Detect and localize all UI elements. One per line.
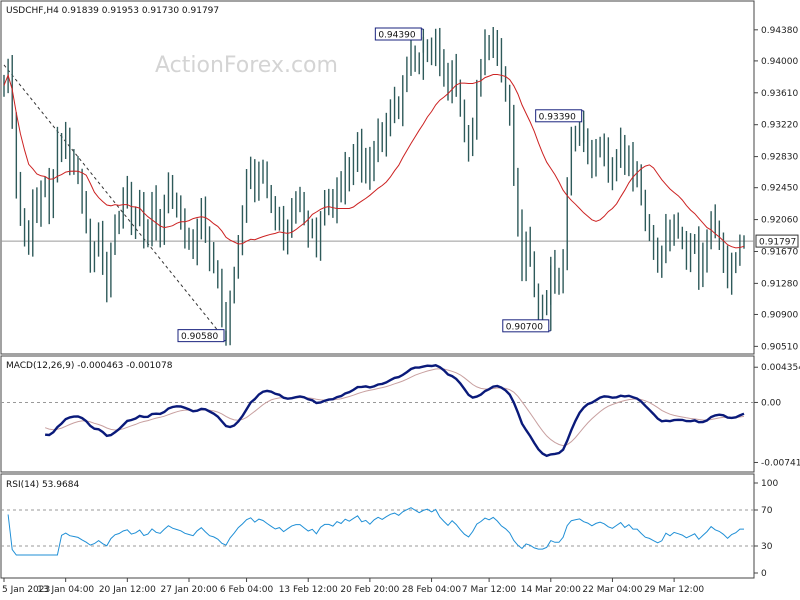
price-y-tick-label: 0.90900 bbox=[761, 310, 798, 320]
macd-y-tick-label: -0.007417 bbox=[761, 458, 800, 468]
x-tick-label: 13 Feb 12:00 bbox=[279, 585, 338, 595]
price-y-tick-label: 0.93610 bbox=[761, 89, 798, 99]
price-y-tick-label: 0.92060 bbox=[761, 216, 798, 226]
x-tick-label: 14 Mar 20:00 bbox=[521, 585, 581, 595]
macd-layer bbox=[1, 364, 754, 458]
price-annotation-box bbox=[374, 27, 422, 41]
macd-y-tick-label: 0.004354 bbox=[761, 363, 800, 373]
price-y-tick-label: 0.91280 bbox=[761, 279, 798, 289]
price-layer: 0.94390 0.93390 0.90580 0.90700 bbox=[1, 26, 754, 346]
moving-average-line bbox=[3, 73, 745, 249]
x-tick-label: 5 Jan 2023 bbox=[2, 585, 50, 595]
x-tick-label: 22 Mar 04:00 bbox=[582, 585, 642, 595]
price-y-tick-label: 0.93220 bbox=[761, 121, 798, 131]
macd-title: MACD(12,26,9) -0.000463 -0.001078 bbox=[6, 361, 173, 371]
price-annotation-label: 0.94390 bbox=[378, 30, 415, 40]
rsi-title: RSI(14) 53.9684 bbox=[6, 480, 79, 490]
current-price-label: 0.91797 bbox=[759, 238, 796, 248]
watermark: ActionForex.com bbox=[155, 53, 338, 78]
x-tick-label: 7 Mar 12:00 bbox=[462, 585, 517, 595]
x-tick-label: 6 Feb 04:00 bbox=[220, 585, 274, 595]
x-tick-label: 28 Feb 04:00 bbox=[402, 585, 461, 595]
x-tick-label: 27 Jan 20:00 bbox=[161, 585, 218, 595]
price-annotation-box bbox=[177, 329, 225, 343]
price-annotation-box bbox=[502, 319, 550, 333]
rsi-panel-frame bbox=[0, 473, 755, 579]
current-price-box bbox=[755, 234, 799, 248]
rsi-layer bbox=[1, 507, 754, 556]
price-y-tick-label: 0.90510 bbox=[761, 342, 798, 352]
rsi-y-tick-label: 100 bbox=[761, 479, 778, 489]
macd-main-line bbox=[45, 364, 745, 458]
price-y-tick-label: 0.94000 bbox=[761, 57, 798, 67]
macd-y-tick-label: 0.00 bbox=[761, 398, 781, 408]
price-y-tick-label: 0.92830 bbox=[761, 153, 798, 163]
macd-panel-frame bbox=[0, 355, 755, 473]
price-title: USDCHF,H4 0.91839 0.91953 0.91730 0.9179… bbox=[6, 6, 219, 16]
price-y-tick-label: 0.91670 bbox=[761, 247, 798, 257]
x-tick-label: 13 Jan 04:00 bbox=[37, 585, 94, 595]
macd-signal-line bbox=[44, 368, 745, 447]
trendline-dashed bbox=[3, 64, 227, 341]
price-annotation-label: 0.90700 bbox=[506, 322, 543, 332]
price-y-tick-label: 0.92450 bbox=[761, 184, 798, 194]
x-tick-label: 29 Mar 12:00 bbox=[644, 585, 704, 595]
rsi-line bbox=[7, 507, 744, 556]
rsi-y-tick-label: 0 bbox=[761, 569, 767, 579]
price-panel-frame bbox=[0, 0, 755, 355]
axis-layer: 0.94380 0.94000 0.93610 0.93220 0.92830 0.924… bbox=[2, 26, 800, 595]
price-y-tick-label: 0.94380 bbox=[761, 26, 798, 36]
x-tick-label: 20 Jan 12:00 bbox=[99, 585, 156, 595]
price-annotation-label: 0.93390 bbox=[539, 112, 576, 122]
price-annotation-label: 0.90580 bbox=[181, 332, 218, 342]
rsi-y-tick-label: 30 bbox=[761, 542, 773, 552]
price-annotation-box bbox=[535, 109, 583, 123]
x-tick-label: 20 Feb 20:00 bbox=[340, 585, 399, 595]
rsi-y-tick-label: 70 bbox=[761, 506, 773, 516]
